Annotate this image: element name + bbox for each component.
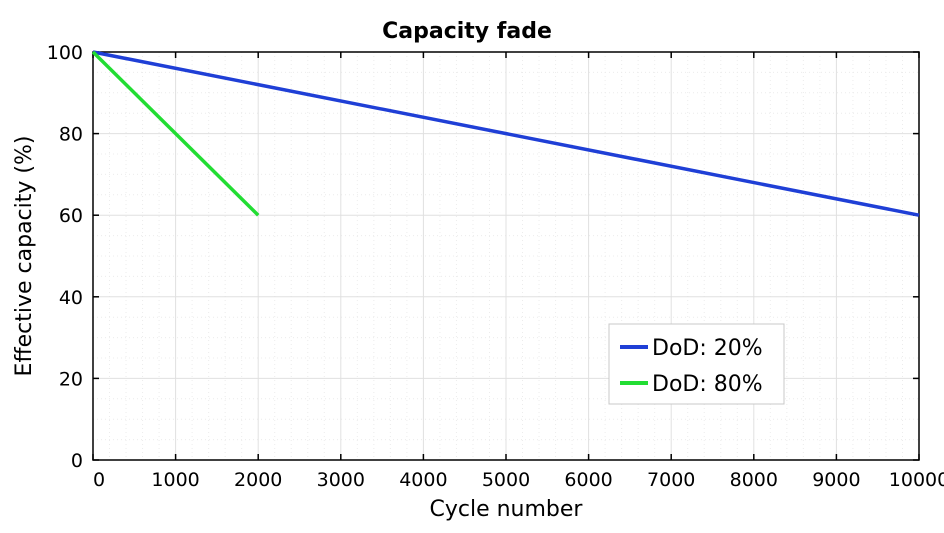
- x-tick-label: 1000: [151, 469, 199, 491]
- x-tick-label: 9000: [812, 469, 860, 491]
- x-tick-label: 2000: [234, 469, 282, 491]
- legend-label-dod-20: DoD: 20%: [652, 336, 763, 361]
- x-tick-label: 5000: [482, 469, 530, 491]
- y-axis-label: Effective capacity (%): [12, 136, 37, 377]
- legend: DoD: 20% DoD: 80%: [608, 323, 785, 405]
- y-tick-label: 20: [59, 368, 83, 390]
- x-tick-label: 7000: [647, 469, 695, 491]
- x-tick-label: 10000: [889, 469, 944, 491]
- x-axis-label: Cycle number: [430, 497, 584, 522]
- x-tick-label: 8000: [730, 469, 778, 491]
- x-tick-label: 6000: [564, 469, 612, 491]
- chart-title: Capacity fade: [382, 19, 552, 44]
- y-tick-label: 80: [59, 124, 83, 146]
- x-tick-label: 3000: [317, 469, 365, 491]
- series-line-1: [92, 50, 920, 217]
- y-tick-label: 40: [59, 287, 83, 309]
- x-tick-label: 4000: [399, 469, 447, 491]
- legend-label-dod-80: DoD: 80%: [652, 372, 763, 397]
- y-tick-label: 0: [71, 450, 83, 472]
- series-line-2: [91, 50, 260, 217]
- y-tick-label: 60: [59, 205, 83, 227]
- grid: [92, 51, 920, 461]
- x-tick-label: 0: [93, 469, 105, 491]
- axis-ticks: 0 1000 2000 3000 4000 5000 6000 7000 8000 9000 100…: [47, 42, 944, 491]
- y-tick-label: 100: [47, 42, 83, 64]
- series-lines: [91, 50, 920, 217]
- legend-box: [608, 323, 785, 405]
